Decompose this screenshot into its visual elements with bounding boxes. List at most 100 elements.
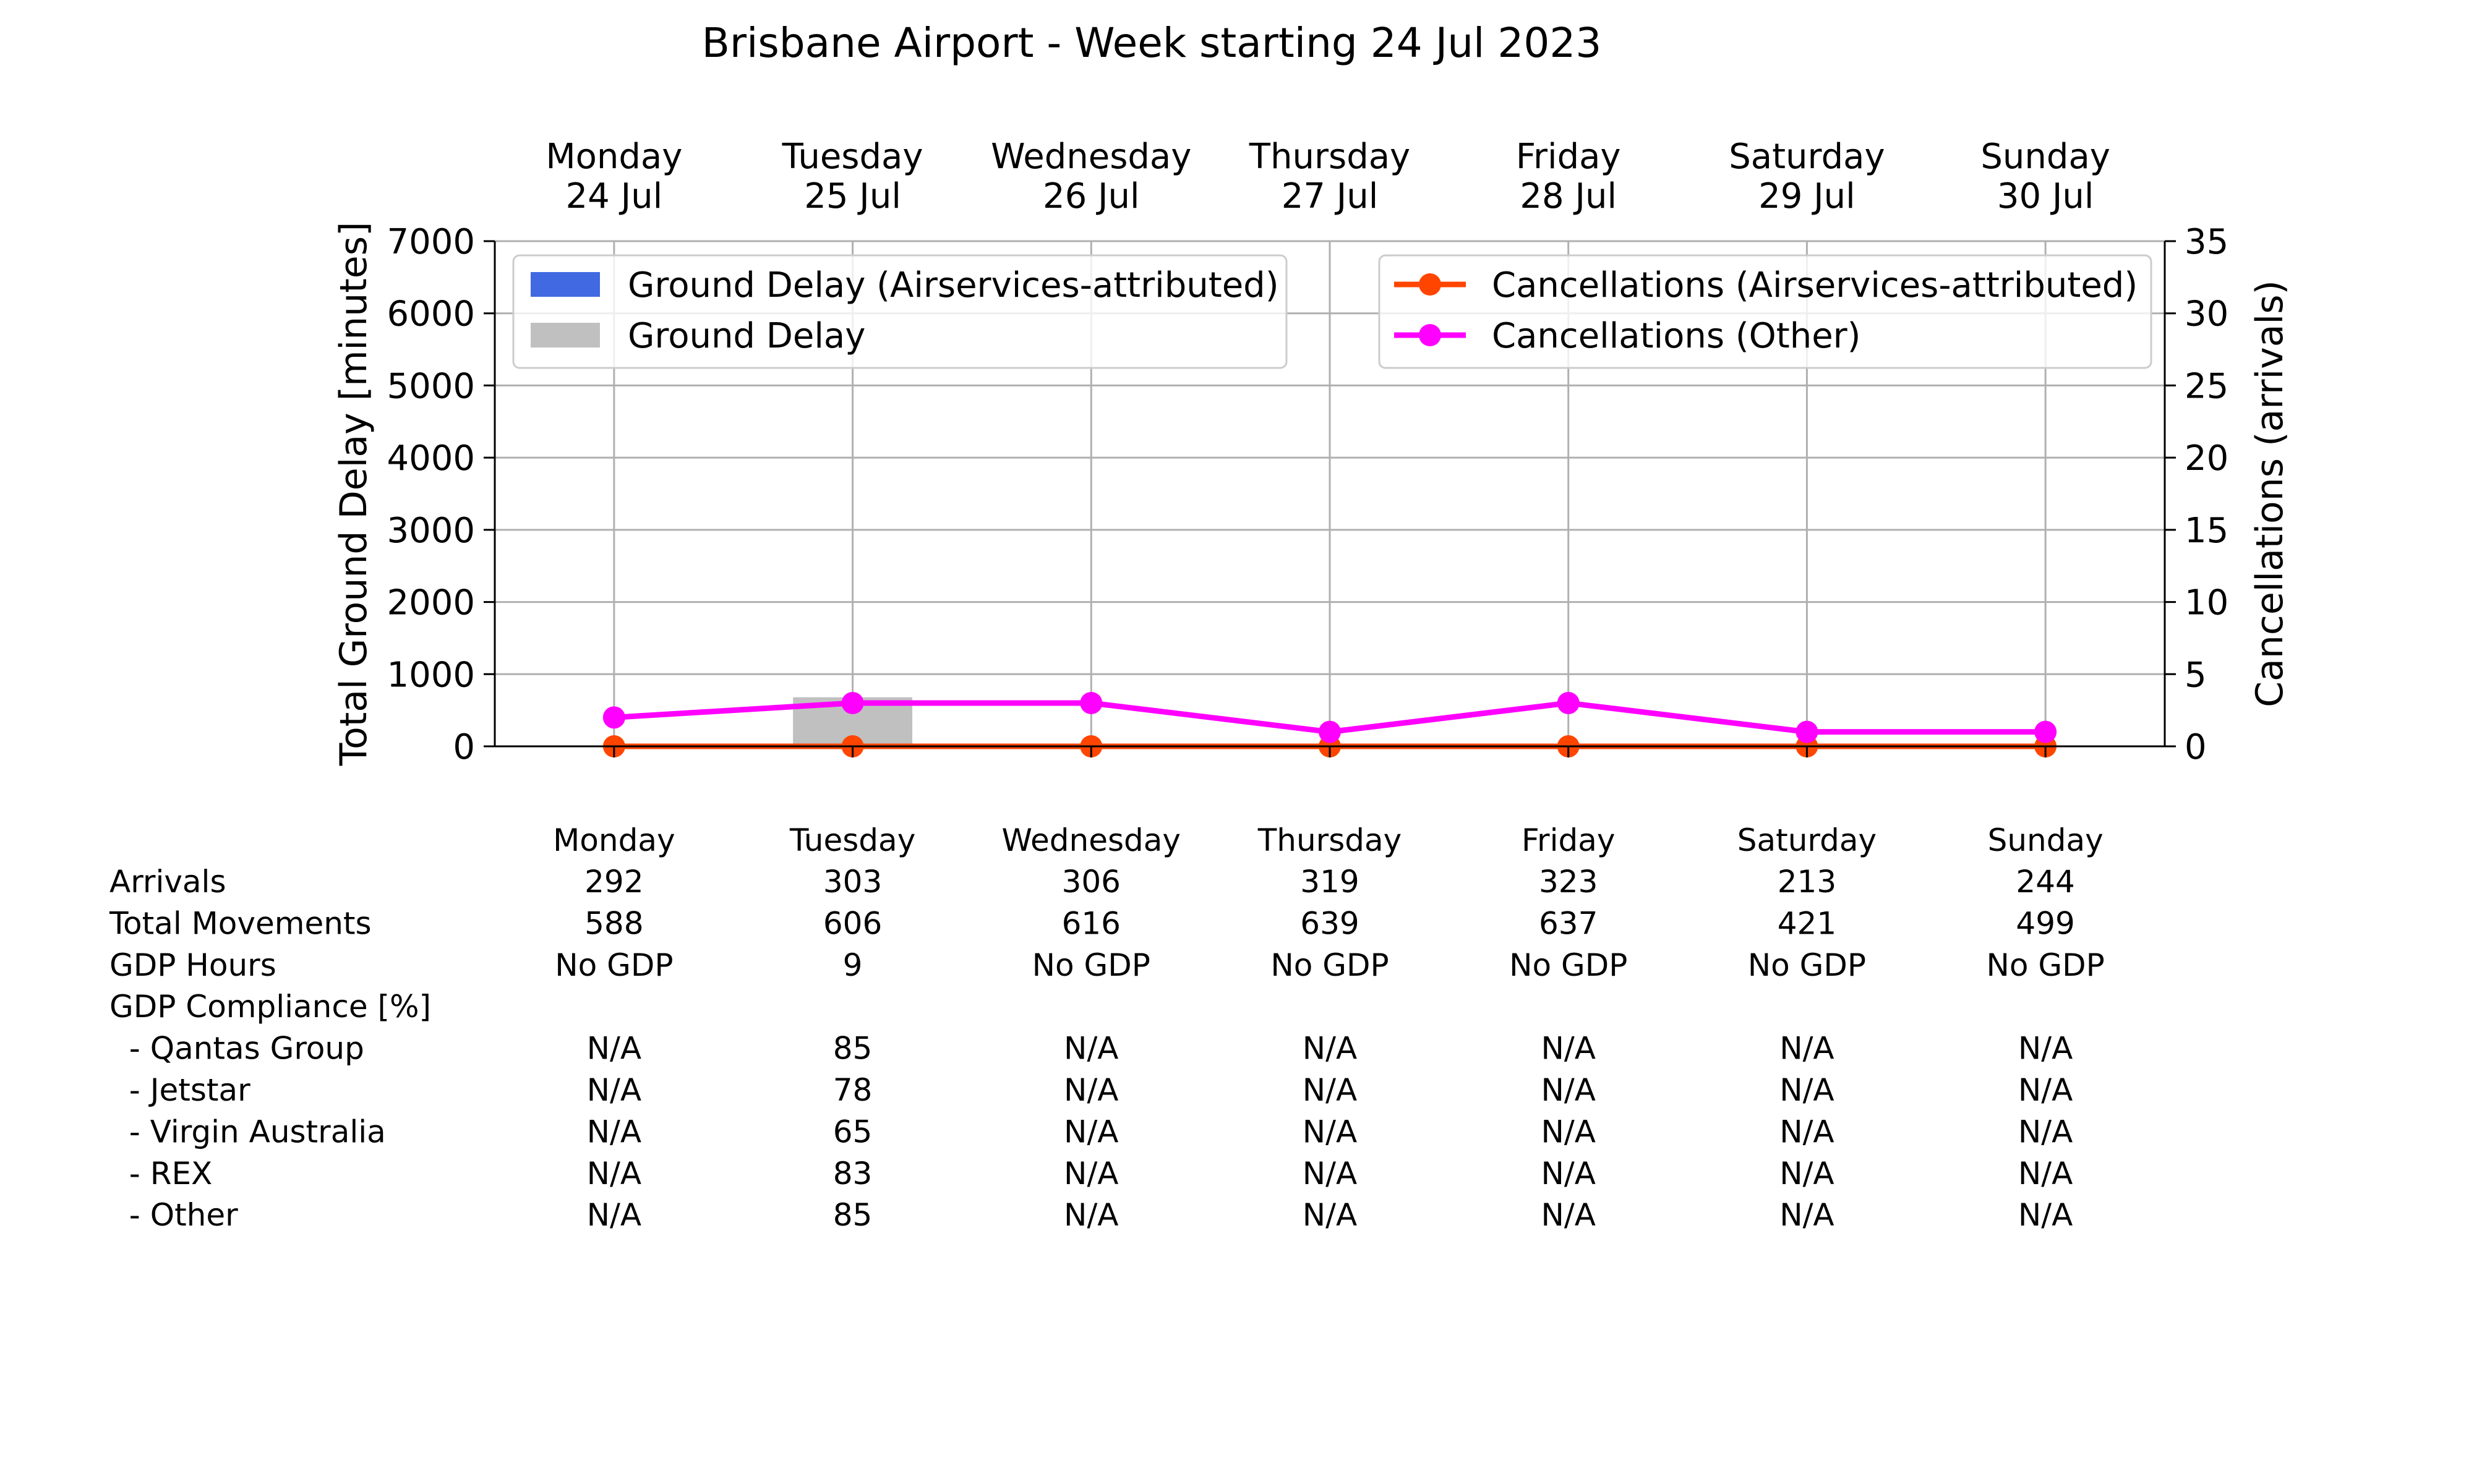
table-cell: No GDP bbox=[1748, 947, 1866, 983]
table-header-cell: Wednesday bbox=[1002, 822, 1181, 858]
table-cell: N/A bbox=[1779, 1156, 1834, 1192]
table-header-cell: Sunday bbox=[1988, 822, 2104, 858]
table-cell: No GDP bbox=[555, 947, 673, 983]
table-row-label: - Virgin Australia bbox=[109, 1114, 386, 1149]
right-tick-label: 35 bbox=[2185, 222, 2228, 262]
right-tick-label: 15 bbox=[2185, 511, 2228, 551]
category-date-label: 30 Jul bbox=[1997, 176, 2094, 216]
category-day-label: Monday bbox=[546, 137, 682, 177]
table-cell: N/A bbox=[1541, 1072, 1595, 1108]
category-day-label: Tuesday bbox=[782, 137, 923, 177]
category-date-label: 27 Jul bbox=[1282, 176, 1379, 216]
table-cell: No GDP bbox=[1986, 947, 2104, 983]
left-tick-label: 5000 bbox=[387, 366, 475, 406]
point-cancellations-other-2 bbox=[1080, 691, 1103, 714]
table-cell: N/A bbox=[1779, 1031, 1834, 1067]
table-header-cell: Thursday bbox=[1257, 822, 1402, 858]
table-cell: N/A bbox=[2018, 1072, 2073, 1108]
table-cell: 499 bbox=[2016, 905, 2074, 941]
category-date-label: 24 Jul bbox=[566, 176, 663, 216]
table-cell: 306 bbox=[1062, 864, 1121, 900]
y-axis-right-label: Cancellations (arrivals) bbox=[2248, 280, 2292, 707]
table-cell: N/A bbox=[587, 1197, 641, 1233]
table-row-label: GDP Hours bbox=[109, 947, 276, 983]
category-day-label: Wednesday bbox=[991, 137, 1191, 177]
category-date-label: 28 Jul bbox=[1520, 176, 1617, 216]
point-cancellations-other-3 bbox=[1319, 720, 1341, 743]
table-cell: N/A bbox=[1064, 1072, 1118, 1108]
table-cell: No GDP bbox=[1032, 947, 1150, 983]
table-cell: No GDP bbox=[1270, 947, 1389, 983]
table-cell: 85 bbox=[833, 1197, 873, 1233]
point-cancellations-other-5 bbox=[1796, 720, 1818, 743]
table-cell: N/A bbox=[1303, 1156, 1357, 1192]
table-cell: 83 bbox=[833, 1156, 873, 1192]
left-tick-label: 1000 bbox=[387, 655, 475, 695]
table-row-label: - Other bbox=[109, 1197, 238, 1233]
point-cancellations-other-6 bbox=[2034, 720, 2057, 743]
table-cell: N/A bbox=[1541, 1114, 1595, 1149]
table-cell: N/A bbox=[587, 1031, 641, 1067]
legend-label-line-1: Cancellations (Other) bbox=[1492, 316, 1861, 356]
table-cell: No GDP bbox=[1509, 947, 1627, 983]
legend-marker-line-1 bbox=[1419, 324, 1441, 346]
legend-swatch-bar-0 bbox=[531, 272, 600, 297]
table-cell: 85 bbox=[833, 1031, 873, 1067]
table-cell: N/A bbox=[1303, 1197, 1357, 1233]
table-cell: N/A bbox=[1303, 1072, 1357, 1108]
table-cell: N/A bbox=[1779, 1072, 1834, 1108]
table-cell: N/A bbox=[2018, 1031, 2073, 1067]
point-cancellations-other-4 bbox=[1557, 691, 1580, 714]
point-cancellations-other-0 bbox=[602, 706, 625, 729]
table-header-cell: Friday bbox=[1522, 822, 1616, 858]
table-cell: 639 bbox=[1300, 905, 1359, 941]
left-tick-label: 3000 bbox=[387, 511, 475, 551]
left-tick-label: 4000 bbox=[387, 438, 475, 479]
table-cell: N/A bbox=[587, 1114, 641, 1149]
right-tick-label: 10 bbox=[2185, 583, 2228, 623]
axes: 0 1000 2000 3000 4000 5000 6000 7000 0 5 10 15 20 25 3… bbox=[332, 137, 2292, 767]
category-day-label: Saturday bbox=[1729, 137, 1885, 177]
table-cell: N/A bbox=[1541, 1156, 1595, 1192]
table-cell: N/A bbox=[1541, 1031, 1595, 1067]
line-legend-box bbox=[1378, 254, 2152, 369]
table-header-cell: Tuesday bbox=[789, 822, 915, 858]
right-tick-label: 0 bbox=[2185, 727, 2207, 767]
category-date-label: 29 Jul bbox=[1758, 176, 1856, 216]
table-cell: 606 bbox=[823, 905, 882, 941]
left-tick-label: 2000 bbox=[387, 583, 475, 623]
legend-swatch-bar-1 bbox=[531, 323, 600, 348]
table-cell: 65 bbox=[833, 1114, 873, 1149]
table-row-label: Total Movements bbox=[109, 905, 372, 941]
table-cell: N/A bbox=[1303, 1114, 1357, 1149]
table-cell: 78 bbox=[833, 1072, 873, 1108]
bar-legend-box bbox=[512, 254, 1288, 369]
left-tick-label: 6000 bbox=[387, 294, 475, 335]
table-cell: 588 bbox=[584, 905, 643, 941]
table-cell: 244 bbox=[2016, 864, 2074, 900]
legends: Ground Delay (Airservices-attributed) Gro… bbox=[512, 254, 2152, 369]
category-date-label: 26 Jul bbox=[1043, 176, 1140, 216]
table-cell: N/A bbox=[1064, 1156, 1118, 1192]
right-tick-label: 25 bbox=[2185, 366, 2228, 406]
table-cell: 292 bbox=[584, 864, 643, 900]
table-cell: N/A bbox=[1064, 1197, 1118, 1233]
right-tick-label: 20 bbox=[2185, 438, 2228, 479]
table-cell: N/A bbox=[1541, 1197, 1595, 1233]
table-cell: N/A bbox=[2018, 1114, 2073, 1149]
table-row-label: GDP Compliance [%] bbox=[109, 989, 431, 1025]
table-cell: 303 bbox=[823, 864, 882, 900]
table-header-cell: Monday bbox=[553, 822, 675, 858]
category-day-label: Sunday bbox=[1980, 137, 2110, 177]
table-cell: 616 bbox=[1062, 905, 1121, 941]
table-row-label: - REX bbox=[109, 1156, 212, 1192]
table-header-cell: Saturday bbox=[1737, 822, 1877, 858]
legend-label-bar-1: Ground Delay bbox=[628, 316, 865, 356]
left-tick-label: 0 bbox=[453, 727, 475, 767]
table-cell: 213 bbox=[1778, 864, 1836, 900]
table-row-label: - Jetstar bbox=[109, 1072, 250, 1108]
chart-title: Brisbane Airport - Week starting 24 Jul … bbox=[702, 19, 1602, 67]
table-cell: N/A bbox=[1779, 1197, 1834, 1233]
table-cell: N/A bbox=[587, 1156, 641, 1192]
